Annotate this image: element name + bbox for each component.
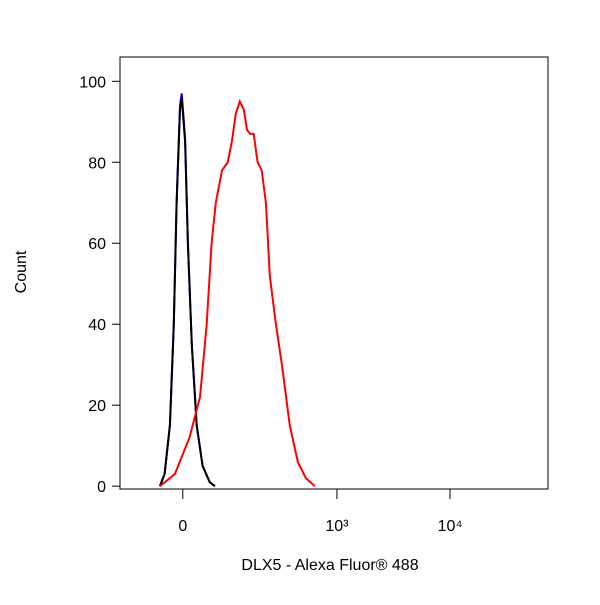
y-tick-label: 20 (88, 398, 106, 415)
x-tick-label: 10³ (325, 518, 349, 535)
y-tick-label: 80 (88, 155, 106, 172)
y-tick-label: 60 (88, 236, 106, 253)
histogram-line (158, 93, 216, 487)
x-tick-label: 0 (178, 518, 187, 535)
x-tick-label: 10⁴ (438, 518, 463, 535)
histogram-line (158, 97, 216, 487)
y-tick-label: 0 (97, 479, 106, 496)
x-axis-title: DLX5 - Alexa Fluor® 488 (241, 557, 418, 574)
y-tick-label: 40 (88, 317, 106, 334)
y-tick-label: 100 (79, 74, 106, 91)
histogram-line (159, 98, 316, 487)
y-axis-title: Count (13, 250, 30, 293)
plot-frame (119, 56, 549, 490)
